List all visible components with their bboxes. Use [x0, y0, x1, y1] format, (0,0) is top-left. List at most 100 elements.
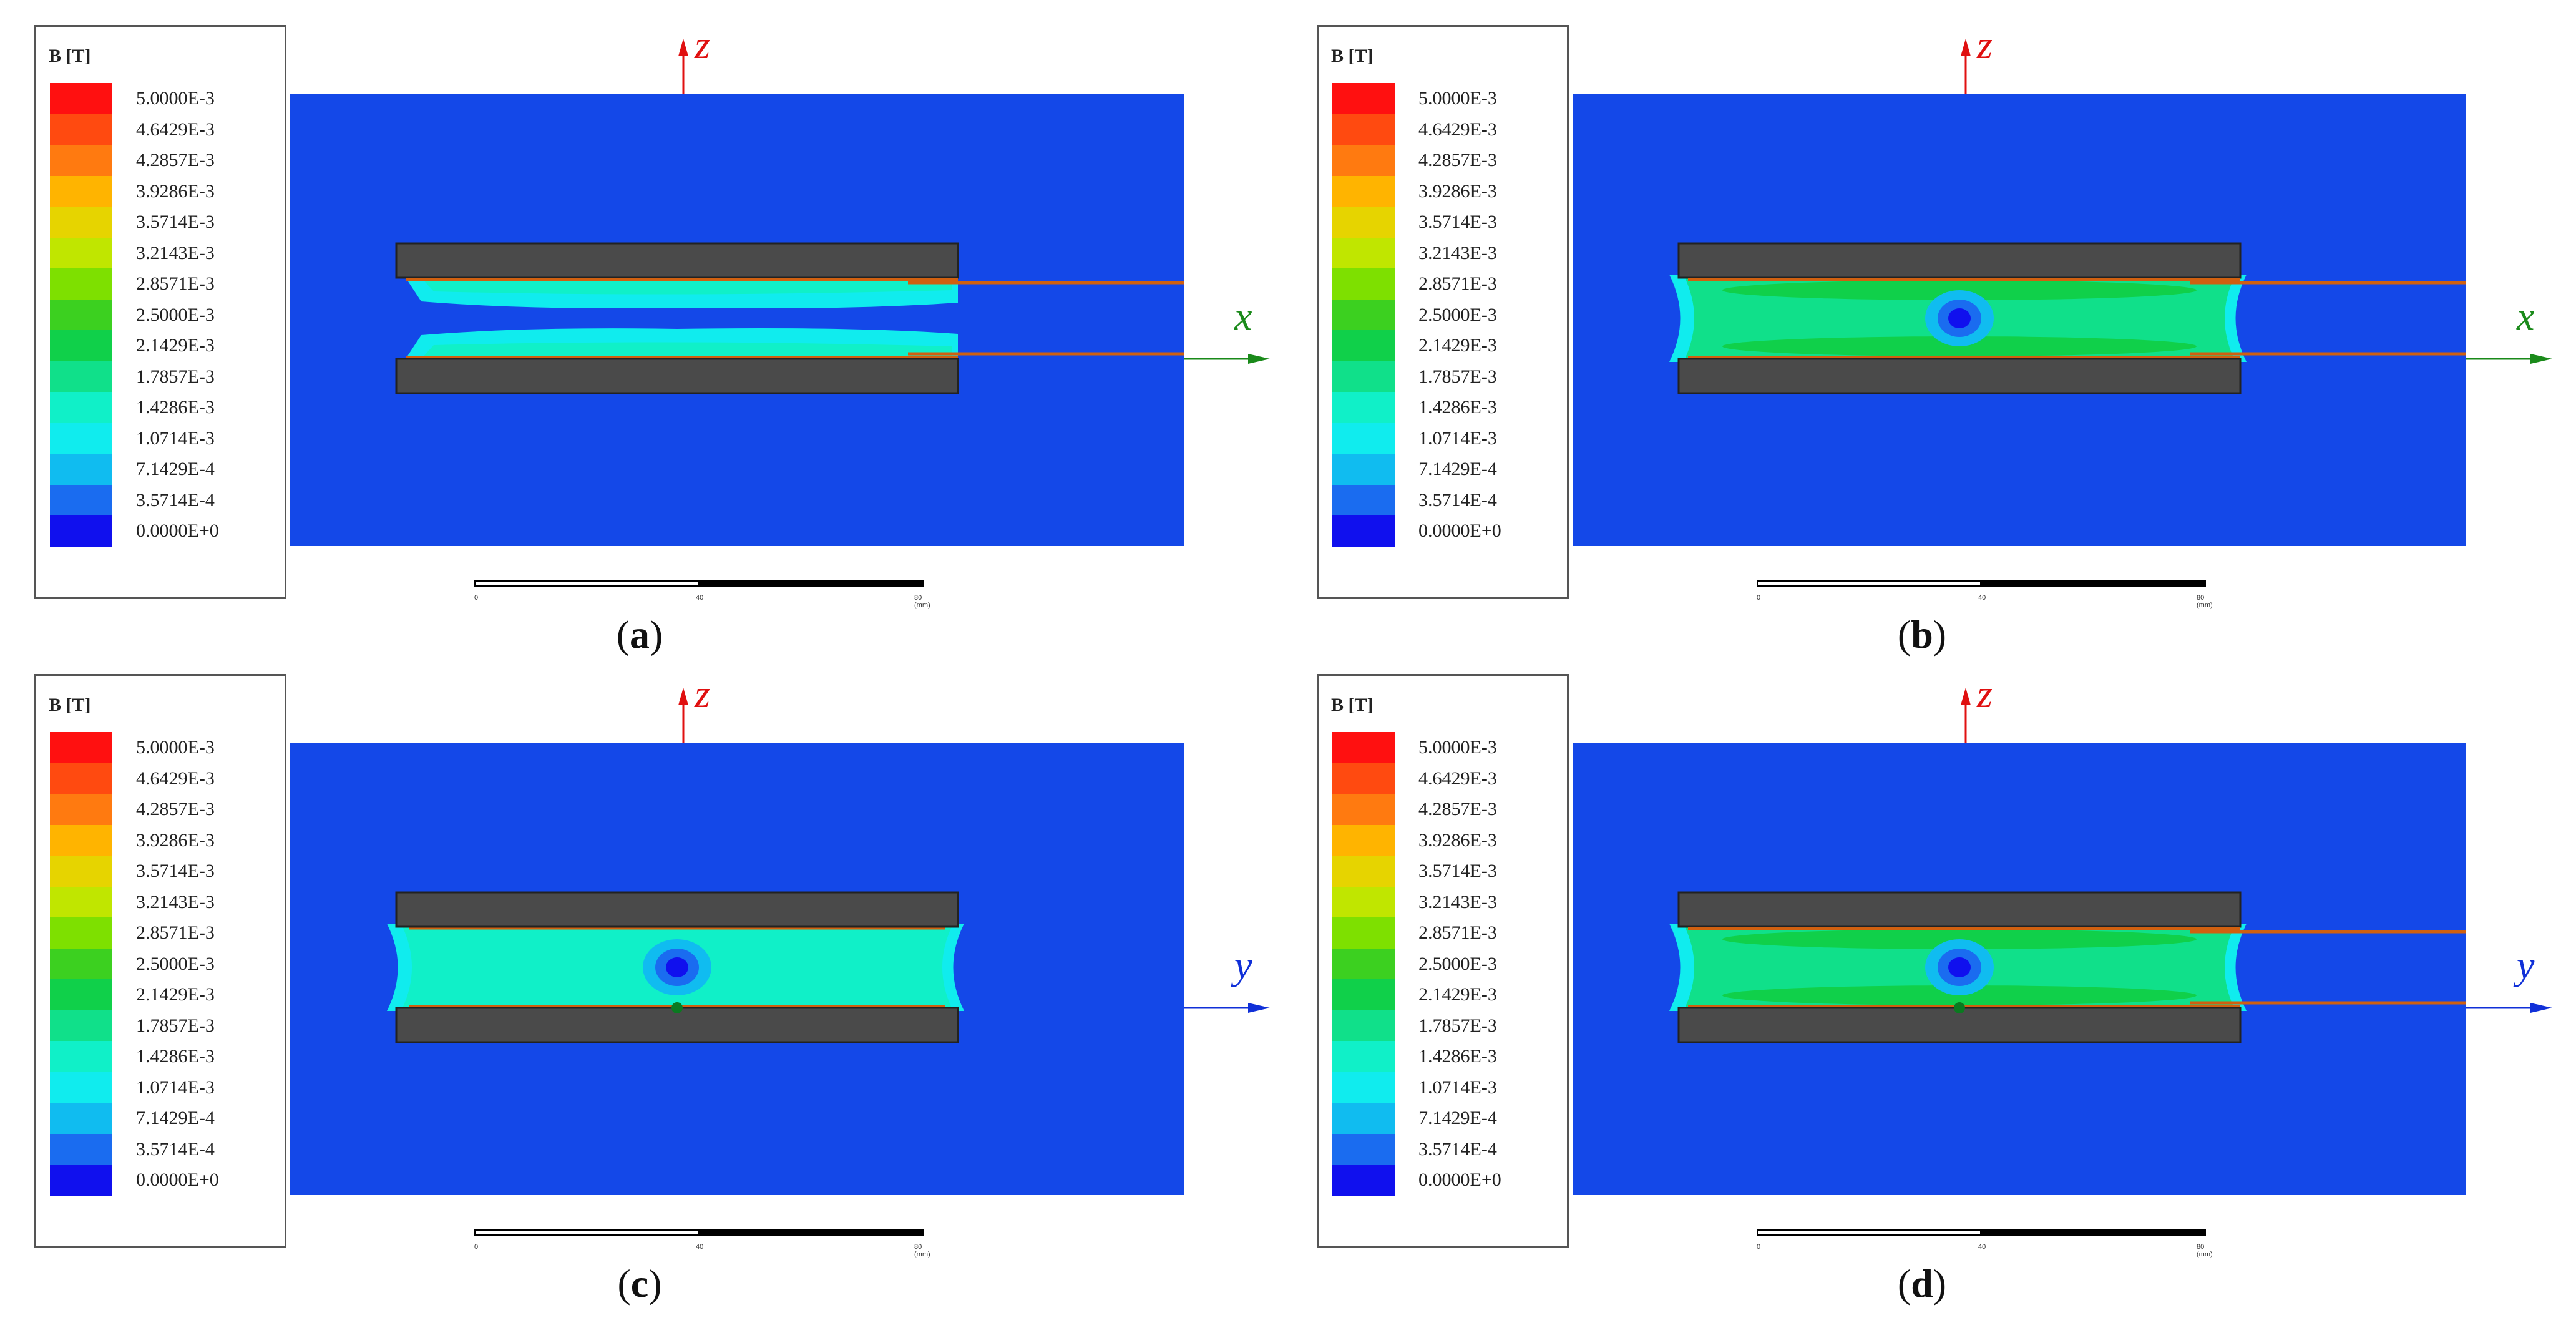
legend-swatch: [50, 145, 112, 176]
bottom-plate: [1677, 358, 2242, 394]
legend-value-label: 5.0000E-3: [1418, 88, 1497, 109]
legend-swatch: [50, 1010, 112, 1041]
legend-value-label: 3.5714E-3: [136, 861, 215, 881]
legend-value-label: 2.1429E-3: [136, 984, 215, 1005]
panel-caption: (c): [617, 1261, 662, 1306]
legend-swatch: [1332, 1010, 1395, 1041]
legend-value-label: 0.0000E+0: [136, 520, 219, 541]
scale-bar-tick-label: 80 (mm): [914, 1243, 930, 1258]
legend-title: B [T]: [49, 695, 91, 715]
legend-swatch: [1332, 83, 1395, 114]
legend-value-label: 4.6429E-3: [1418, 768, 1497, 789]
legend-swatch: [1332, 484, 1395, 515]
panel-caption: (b): [1897, 612, 1947, 657]
panel-b: B [T] 5.0000E-3 4.6429E-3 4.2857E-3 3.9286E-…: [1282, 0, 2562, 657]
horizontal-axis-label: y: [2517, 943, 2535, 987]
scale-bar-segment: [699, 580, 924, 587]
legend-swatch: [1332, 886, 1395, 917]
legend-value-label: 5.0000E-3: [1418, 737, 1497, 758]
legend-swatch: [50, 824, 112, 856]
z-axis-arrowhead: [678, 688, 688, 705]
legend-swatch: [50, 361, 112, 392]
z-axis-label: z: [695, 22, 710, 67]
field-plot-svg: [1573, 94, 2466, 546]
legend-value-label: 1.0714E-3: [136, 1077, 215, 1098]
legend-swatch: [50, 237, 112, 268]
origin-marker: [1954, 1002, 1965, 1013]
scale-bar-tick-label: 40: [696, 1243, 704, 1251]
legend-value-label: 2.1429E-3: [136, 335, 215, 356]
top-plate: [395, 242, 959, 279]
legend-swatch: [50, 1041, 112, 1072]
legend-swatch: [1332, 763, 1395, 794]
legend-value-label: 1.0714E-3: [1418, 427, 1497, 449]
horizontal-axis-label: x: [1234, 294, 1252, 338]
legend-value-label: 3.2143E-3: [1418, 242, 1497, 263]
scale-bar-segment: [1757, 1229, 1981, 1236]
legend-value-label: 5.0000E-3: [136, 88, 215, 109]
colorbar-legend: B [T] 5.0000E-3 4.6429E-3 4.2857E-3 3.9286E-…: [1317, 674, 1569, 1248]
legend-value-label: 1.4286E-3: [1418, 1046, 1497, 1067]
legend-value-label: 2.1429E-3: [1418, 984, 1497, 1005]
legend-value-label: 1.0714E-3: [136, 427, 215, 449]
legend-swatch: [1332, 1165, 1395, 1196]
bottom-plate: [395, 358, 959, 394]
legend-swatch: [50, 114, 112, 145]
scale-bar-tick-label: 40: [1978, 594, 1986, 602]
colorbar-legend: B [T] 5.0000E-3 4.6429E-3 4.2857E-3 3.9286E-…: [34, 25, 286, 599]
field-region-upper-core: [421, 278, 952, 295]
legend-swatch: [50, 515, 112, 547]
legend-value-label: 4.2857E-3: [1418, 799, 1497, 819]
z-axis-label: z: [695, 671, 710, 716]
axis-triad: [678, 688, 1270, 1013]
legend-value-label: 3.9286E-3: [136, 180, 215, 202]
legend-value-label: 2.1429E-3: [1418, 335, 1497, 356]
field-plot: [290, 743, 1184, 1195]
origin-marker: [671, 1002, 683, 1013]
legend-value-label: 4.2857E-3: [1418, 150, 1497, 170]
legend-swatch: [1332, 330, 1395, 361]
colorbar-legend: B [T] 5.0000E-3 4.6429E-3 4.2857E-3 3.9286E-…: [34, 674, 286, 1248]
field-center-core: [1948, 308, 1971, 328]
panel-a: B [T] 5.0000E-3 4.6429E-3 4.2857E-3 3.9286E-…: [0, 0, 1279, 657]
legend-title: B [T]: [1331, 46, 1373, 66]
legend-swatch: [1332, 145, 1395, 176]
legend-swatch: [50, 948, 112, 979]
legend-swatch: [1332, 917, 1395, 949]
axis-triad: [1961, 688, 2552, 1013]
legend-swatch: [50, 794, 112, 825]
legend-value-label: 3.5714E-4: [136, 489, 215, 510]
legend-value-label: 3.9286E-3: [1418, 829, 1497, 851]
axis-triad: [1961, 39, 2552, 364]
bottom-plate: [1677, 1007, 2242, 1043]
legend-value-label: 7.1429E-4: [136, 1108, 215, 1128]
scale-bar-segment: [1981, 1229, 2206, 1236]
legend-swatch: [1332, 794, 1395, 825]
legend-title: B [T]: [49, 46, 91, 66]
panel-caption: (d): [1897, 1261, 1947, 1306]
legend-value-label: 3.2143E-3: [1418, 891, 1497, 912]
legend-value-label: 3.2143E-3: [136, 242, 215, 263]
legend-value-label: 4.6429E-3: [1418, 119, 1497, 140]
legend-swatch: [50, 763, 112, 794]
legend-swatch: [50, 1103, 112, 1134]
legend-swatch: [1332, 515, 1395, 547]
field-plot-svg: [1573, 743, 2466, 1195]
legend-swatch: [50, 484, 112, 515]
scale-bar-tick-label: 80 (mm): [2197, 594, 2213, 609]
legend-value-label: 2.8571E-3: [1418, 922, 1497, 943]
legend-value-label: 1.7857E-3: [1418, 366, 1497, 387]
legend-value-label: 3.5714E-3: [1418, 212, 1497, 232]
legend-title: B [T]: [1331, 695, 1373, 715]
legend-value-label: 0.0000E+0: [136, 1170, 219, 1190]
field-plot-svg: [290, 94, 1184, 546]
top-plate: [395, 891, 959, 928]
horizontal-axis-arrowhead: [2530, 354, 2552, 364]
legend-value-label: 2.8571E-3: [136, 273, 215, 294]
legend-swatch: [50, 979, 112, 1010]
legend-swatch: [1332, 299, 1395, 330]
legend-swatch: [50, 1165, 112, 1196]
legend-value-label: 3.9286E-3: [136, 829, 215, 851]
z-axis-arrowhead: [1961, 688, 1971, 705]
legend-swatch: [1332, 979, 1395, 1010]
